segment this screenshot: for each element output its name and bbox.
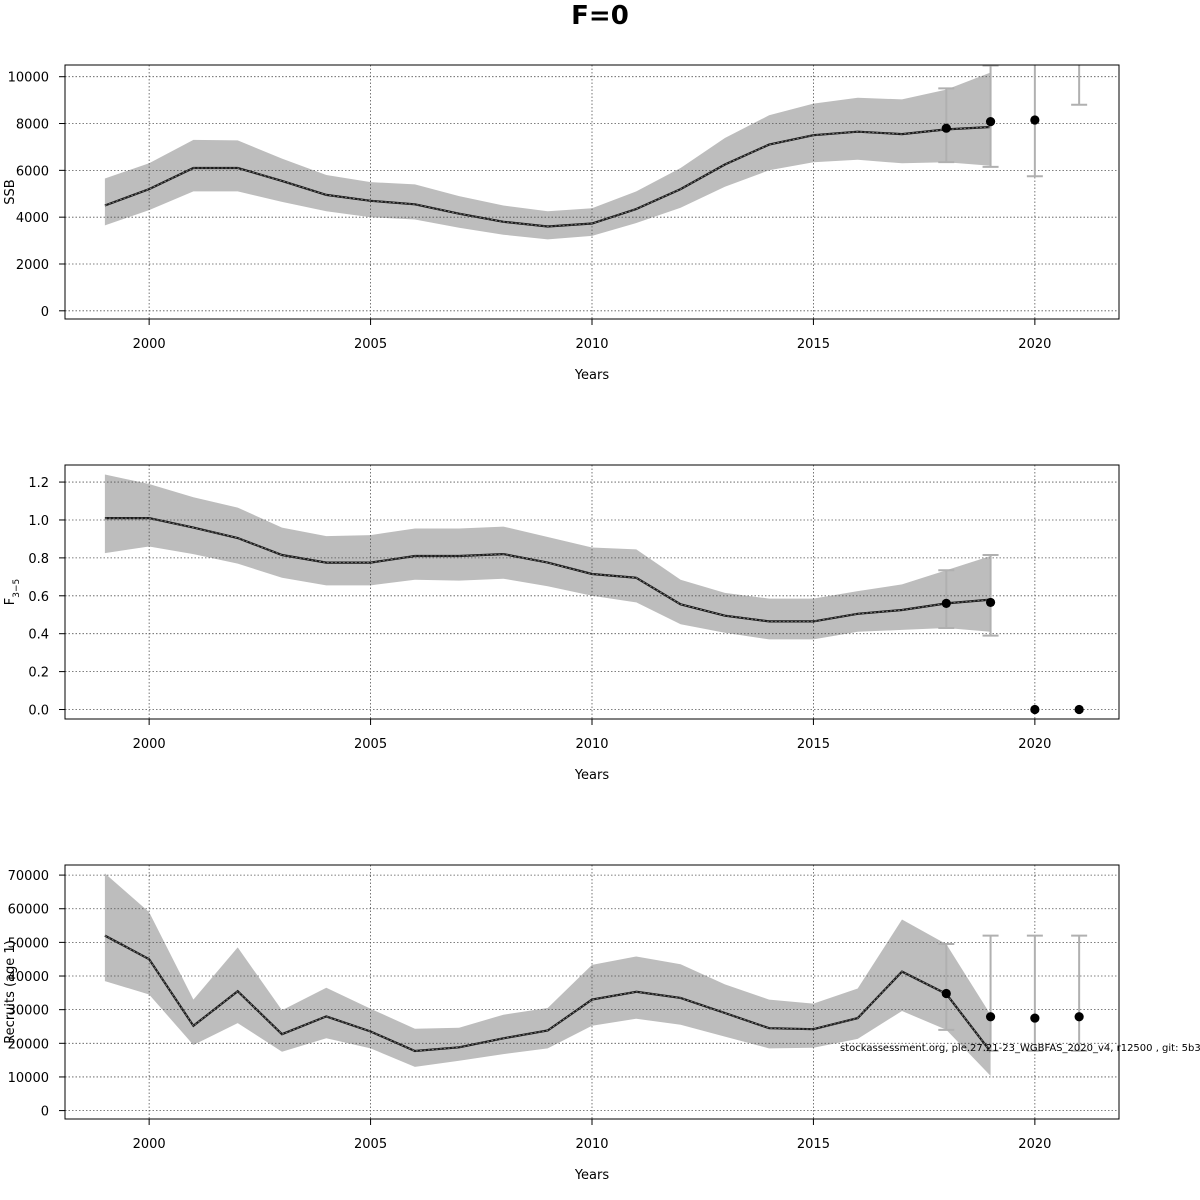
y-axis-label: F3−5 (3, 579, 22, 605)
y-tick-label: 1.2 (28, 476, 49, 491)
x-tick-label: 2015 (797, 1137, 830, 1152)
y-tick-label: 0 (41, 1105, 49, 1120)
y-tick-label: 8000 (16, 118, 49, 133)
x-axis-label: Years (574, 1168, 610, 1183)
plot-area (65, 65, 1119, 319)
y-tick-label: 20000 (8, 1037, 49, 1052)
y-axis-label: SSB (3, 179, 18, 204)
y-tick-label: 0.0 (28, 704, 49, 719)
y-tick-label: 1.0 (28, 514, 49, 529)
x-axis-label: Years (574, 368, 610, 383)
x-tick-label: 2005 (354, 1137, 387, 1152)
y-tick-label: 0.4 (28, 628, 49, 643)
y-tick-label: 6000 (16, 164, 49, 179)
x-tick-label: 2010 (575, 1137, 608, 1152)
y-tick-label: 0 (41, 305, 49, 320)
data-point (941, 123, 951, 133)
y-axis-label-subscript: 3−5 (12, 579, 22, 598)
y-tick-label: 10000 (8, 1071, 49, 1086)
y-tick-label: 60000 (8, 903, 49, 918)
panel-fbar: 2000 2005 2010 2015 2020 0.0 0.2 0.4 0.6 0.8 1.0 1.… (3, 464, 1120, 783)
confidence-band (104, 873, 991, 1076)
x-tick-label: 2010 (575, 737, 608, 752)
estimate-line-dotted (104, 935, 991, 1052)
x-tick-label: 2020 (1018, 337, 1051, 352)
plot-area (65, 865, 1119, 1119)
plot-area (65, 465, 1119, 719)
y-tick-label: 4000 (16, 211, 49, 226)
y-tick-label: 2000 (16, 258, 49, 273)
x-tick-label: 2020 (1018, 1137, 1051, 1152)
data-point (985, 597, 996, 608)
confidence-band (104, 72, 991, 240)
y-tick-label: 30000 (8, 1004, 49, 1019)
figure-title: F=0 (571, 1, 629, 31)
data-point (985, 117, 996, 127)
x-tick-label: 2020 (1018, 737, 1051, 752)
data-point (1030, 704, 1040, 715)
y-tick-label: 70000 (8, 869, 49, 884)
credit-text: stockassessment.org, ple.27.21-23_WGBFAS… (840, 1043, 1200, 1054)
x-axis-label: Years (574, 768, 610, 783)
x-tick-label: 2000 (133, 1137, 166, 1152)
data-point (985, 1012, 996, 1022)
x-tick-label: 2000 (133, 337, 166, 352)
panel-recruits: 2000 2005 2010 2015 2020 0 10000 20000 30000 4000… (3, 864, 1120, 1183)
x-tick-label: 2005 (354, 737, 387, 752)
confidence-band (104, 474, 991, 640)
estimate-line-dotted (104, 517, 991, 622)
y-tick-label: 10000 (8, 71, 49, 86)
y-tick-label: 40000 (8, 970, 49, 985)
x-tick-label: 2005 (354, 337, 387, 352)
y-tick-label: 0.6 (28, 590, 49, 605)
x-tick-label: 2015 (797, 737, 830, 752)
data-point (1074, 704, 1084, 715)
data-point (941, 988, 951, 999)
data-point (941, 598, 951, 608)
data-point (1030, 1013, 1040, 1023)
x-tick-label: 2010 (575, 337, 608, 352)
panel-ssb: 2000 2005 2010 2015 2020 0 2000 4000 6000 8000 100… (3, 64, 1120, 383)
x-tick-label: 2015 (797, 337, 830, 352)
y-axis-label: Recruits (age 1) (3, 940, 18, 1044)
y-tick-label: 50000 (8, 936, 49, 951)
y-tick-label: 0.8 (28, 552, 49, 567)
data-point (1074, 1012, 1084, 1022)
y-tick-label: 0.2 (28, 666, 49, 681)
estimate-line-dotted (104, 126, 991, 227)
x-tick-label: 2000 (133, 737, 166, 752)
data-point (1030, 115, 1040, 125)
